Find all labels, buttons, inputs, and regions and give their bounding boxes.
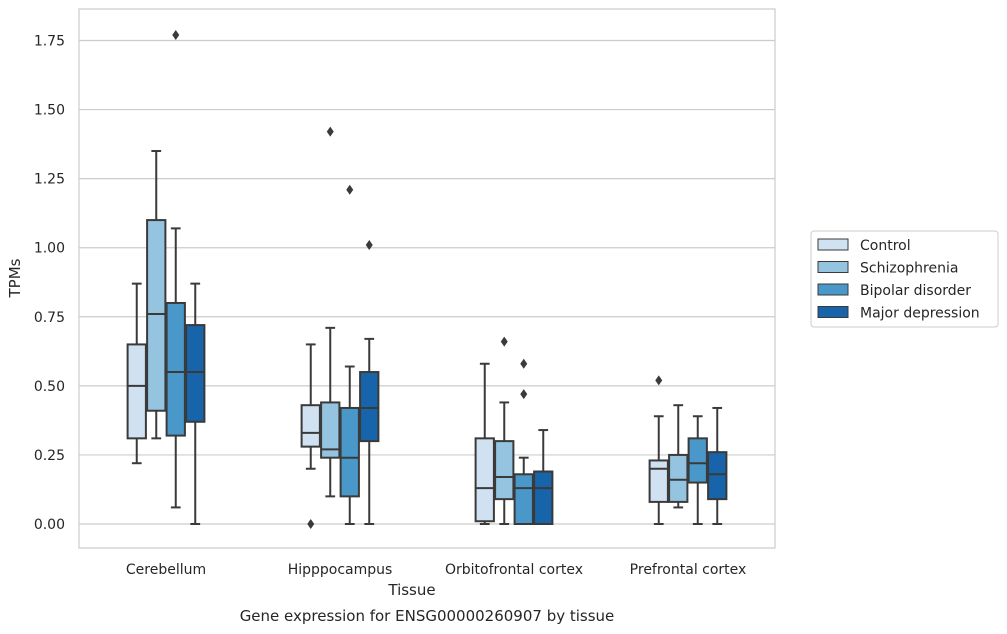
box-iqr [707,451,728,501]
outlier-point [307,519,315,529]
box-2-2 [513,358,534,526]
box-iqr [185,324,206,423]
x-tick-label: Hipppocampus [288,562,393,578]
chart-caption: Gene expression for ENSG00000260907 by t… [240,607,615,625]
legend-label: Bipolar disorder [860,283,971,299]
box-0-3 [185,282,206,525]
box-0-2 [165,29,186,509]
outlier-point [520,358,528,369]
legend-frame [810,230,999,328]
outlier-point [172,29,180,40]
y-axis-ticks: 0.00 0.25 0.50 0.75 1.00 1.25 1.50 1.75 [34,34,65,534]
box-3-0 [648,375,669,525]
box-iqr [687,437,708,484]
box-iqr [533,470,554,525]
outlier-point [655,375,663,386]
box-0-0 [126,282,147,465]
y-tick-label: 0.00 [34,517,65,533]
y-tick-label: 0.25 [34,448,65,464]
box-1-3 [359,239,380,525]
outlier-point [365,239,373,250]
box-iqr [494,440,515,501]
legend-swatch [817,306,849,318]
y-tick-label: 1.25 [34,172,65,188]
y-tick-label: 1.75 [34,34,65,50]
box-iqr [359,371,380,443]
y-tick-label: 1.00 [34,241,65,257]
box-iqr [339,406,360,498]
y-tick-label: 1.50 [34,103,65,119]
box-0-1 [146,150,167,440]
box-2-3 [533,429,554,525]
box-iqr [126,343,147,440]
x-tick-label: Orbitofrontal cortex [445,562,583,578]
box-iqr [474,437,495,523]
box-iqr [648,459,669,503]
outlier-point [500,336,508,347]
box-iqr [165,301,186,437]
legend-swatch [817,238,849,251]
box-iqr [513,473,534,526]
plot-area-frame [78,8,776,549]
legend-label: Control [860,238,911,254]
legend: Control Schizophrenia Bipolar disorder Majo… [810,230,999,328]
legend-swatch [817,261,849,273]
box-1-2 [339,184,360,525]
gridlines [79,39,775,525]
y-axis-title: TPMs [6,258,24,298]
box-plots [126,29,728,529]
y-tick-label: 0.50 [34,379,65,395]
x-axis-ticks: Cerebellum Hipppocampus Orbitofrontal cort… [126,562,746,578]
box-2-1 [494,336,515,525]
box-1-1 [320,126,341,498]
x-tick-label: Prefrontal cortex [630,562,747,578]
outlier-point [520,389,528,400]
legend-label: Major depression [860,306,980,322]
box-1-0 [300,343,321,529]
box-2-0 [474,362,495,525]
box-iqr [146,219,167,412]
x-tick-label: Cerebellum [126,562,206,578]
box-iqr [320,401,341,459]
box-iqr [668,453,689,503]
y-tick-label: 0.75 [34,310,65,326]
box-iqr [300,404,321,448]
box-3-1 [668,404,689,509]
box-3-3 [707,406,728,525]
legend-swatch [817,283,849,296]
box-3-2 [687,415,708,525]
x-axis-title: Tissue [387,581,435,599]
outlier-point [346,184,354,195]
outlier-point [326,126,334,137]
legend-label: Schizophrenia [860,261,958,277]
